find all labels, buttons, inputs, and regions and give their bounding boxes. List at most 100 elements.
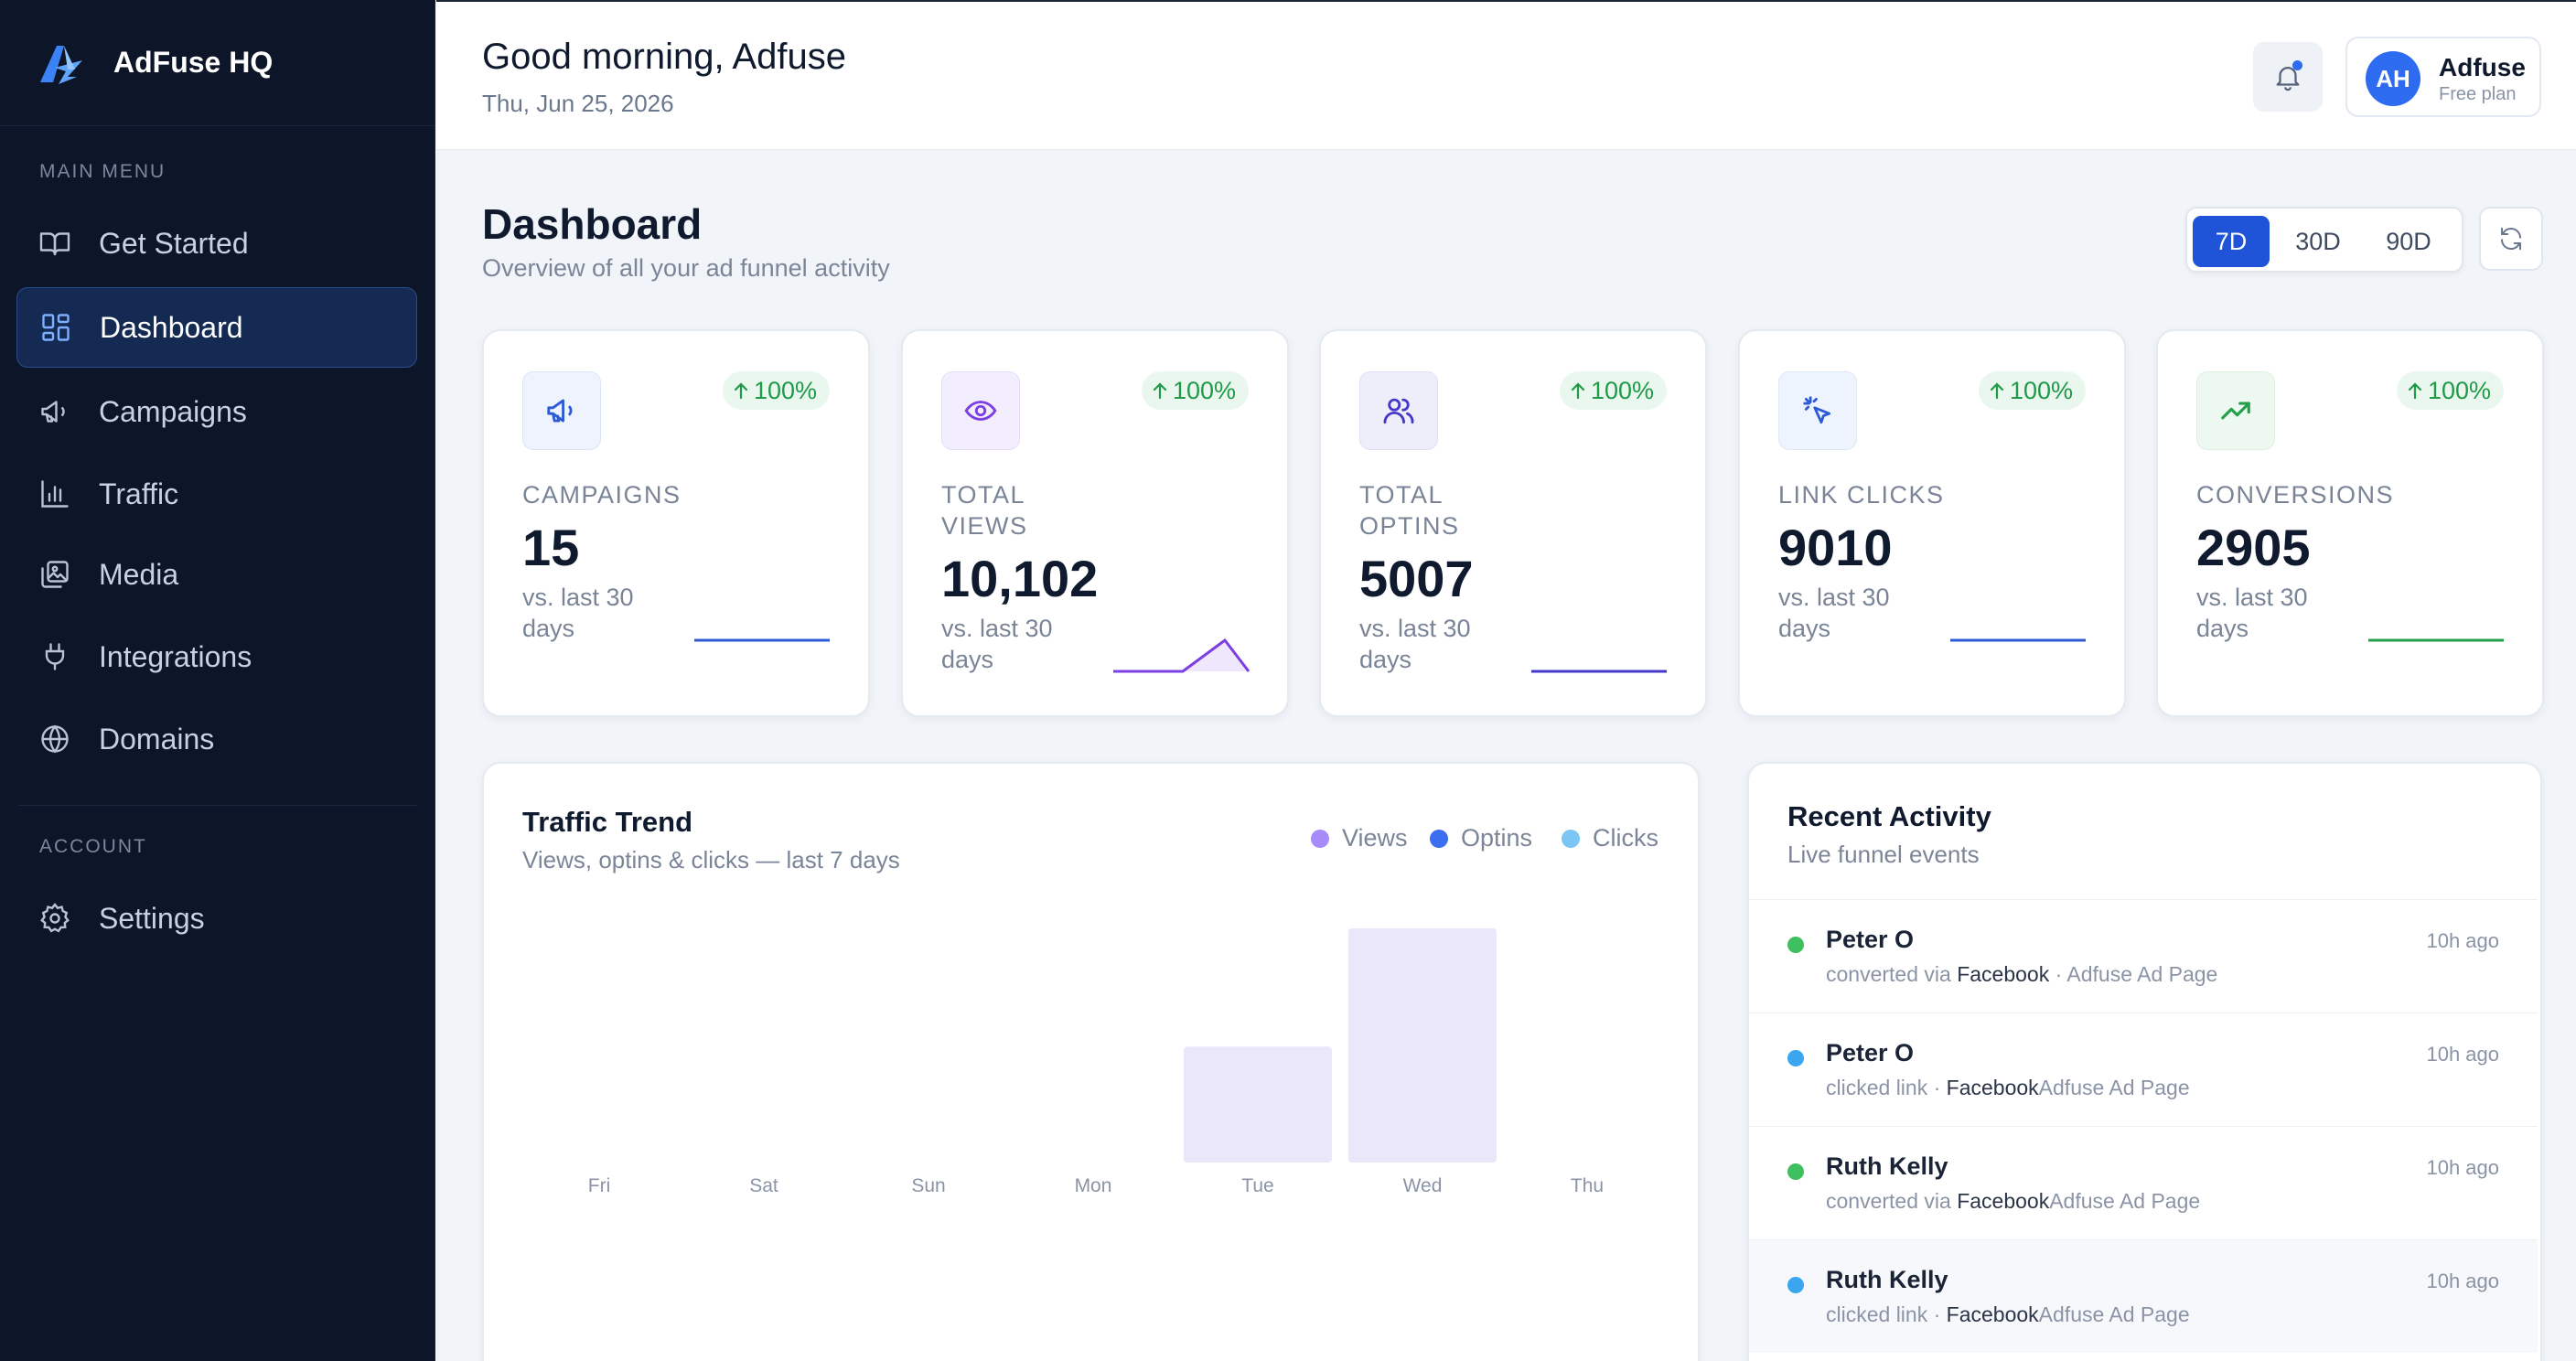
sparkline [1531, 670, 1667, 673]
panel-title: Recent Activity [1787, 800, 1991, 832]
sidebar-item-label: Integrations [99, 639, 252, 673]
avatar: AH [2366, 51, 2420, 106]
sidebar-item-label: Media [99, 557, 179, 591]
sparkline [694, 638, 830, 642]
activity-item[interactable]: Peter O converted via Facebook · Adfuse … [1749, 899, 2538, 1013]
legend-label: Optins [1461, 824, 1533, 852]
change-badge: 100% [1978, 371, 2086, 410]
x-tick-label: Wed [1403, 1175, 1443, 1196]
sidebar-item-traffic[interactable]: Traffic [16, 454, 417, 534]
activity-description: converted via Facebook · Adfuse Ad Page [1826, 962, 2218, 986]
icon-tile [941, 371, 1020, 450]
legend-item-views[interactable]: Views [1311, 824, 1408, 852]
range-7d-button[interactable]: 7D [2193, 216, 2270, 267]
activity-time: 10h ago [2426, 929, 2499, 952]
stat-comparison: vs. last 30 days [2196, 584, 2308, 642]
activity-description: converted via FacebookAdfuse Ad Page [1826, 1189, 2201, 1213]
change-value: 100% [753, 376, 817, 404]
legend-item-optins[interactable]: Optins [1430, 824, 1532, 852]
sparkline [1950, 638, 2086, 642]
current-date: Thu, Jun 25, 2026 [482, 90, 674, 117]
x-tick-label: Thu [1571, 1175, 1604, 1196]
activity-source: Facebook [1946, 1076, 2039, 1099]
arrow-up-icon [1571, 382, 1585, 400]
legend-label: Clicks [1593, 824, 1658, 852]
status-dot [1787, 1163, 1804, 1180]
panel-title: Traffic Trend [522, 806, 693, 838]
activity-item[interactable]: Peter O clicked link · FacebookAdfuse Ad… [1749, 1013, 2538, 1126]
bar-views-tue[interactable] [1184, 1046, 1332, 1163]
arrow-up-icon [1153, 382, 1167, 400]
refresh-button[interactable] [2479, 207, 2543, 271]
sidebar-item-settings[interactable]: Settings [16, 878, 417, 959]
stat-label: TOTAL VIEWS [941, 481, 1028, 540]
activity-name: Peter O [1826, 926, 1915, 953]
sidebar-item-dashboard[interactable]: Dashboard [16, 287, 417, 368]
gear-icon [40, 903, 70, 933]
panel-subtitle: Views, optins & clicks — last 7 days [522, 846, 900, 873]
sidebar-item-label: Get Started [99, 226, 249, 260]
stat-comparison: vs. last 30 days [941, 615, 1053, 673]
stat-card-campaigns[interactable]: 100% CAMPAIGNS 15 vs. last 30 days [482, 329, 870, 717]
legend-swatch [1562, 829, 1580, 848]
sidebar-item-get-started[interactable]: Get Started [16, 203, 417, 284]
account-label: ACCOUNT [39, 836, 147, 857]
activity-item[interactable]: Ruth Kelly converted via FacebookAdfuse … [1749, 1126, 2538, 1239]
cursor-click-icon [1803, 396, 1831, 424]
stat-label: LINK CLICKS [1778, 481, 1945, 509]
user-menu[interactable]: AH Adfuse Free plan [2345, 37, 2541, 117]
change-badge: 100% [1141, 371, 1249, 410]
activity-item[interactable]: Ruth Kelly clicked link · FacebookAdfuse… [1749, 1239, 2538, 1353]
stat-card-link-clicks[interactable]: 100% LINK CLICKS 9010 vs. last 30 days [1738, 329, 2126, 717]
status-dot [1787, 937, 1804, 953]
change-value: 100% [2427, 376, 2491, 404]
brand-name: AdFuse HQ [113, 46, 274, 79]
images-icon [41, 561, 69, 588]
stat-card-optins[interactable]: 100% TOTAL OPTINS 5007 vs. last 30 days [1319, 329, 1707, 717]
notification-dot [2292, 60, 2302, 70]
sidebar-item-media[interactable]: Media [16, 534, 417, 615]
stat-label: TOTAL OPTINS [1359, 481, 1460, 540]
stat-card-conversions[interactable]: 100% CONVERSIONS 2905 vs. last 30 days [2156, 329, 2544, 717]
globe-icon [41, 724, 69, 754]
sparkline [2368, 638, 2504, 642]
users-icon [1383, 398, 1414, 424]
activity-description: clicked link · FacebookAdfuse Ad Page [1826, 1302, 2190, 1326]
user-plan: Free plan [2439, 84, 2517, 104]
traffic-trend-panel: Traffic Trend Views, optins & clicks — l… [482, 762, 1700, 1361]
megaphone-icon [547, 399, 573, 423]
sidebar-item-label: Settings [99, 901, 205, 935]
stat-value: 9010 [1778, 519, 1893, 576]
bar-views-wed[interactable] [1348, 928, 1497, 1163]
grid-icon [42, 314, 70, 341]
x-tick-label: Mon [1075, 1175, 1112, 1196]
legend-item-clicks[interactable]: Clicks [1562, 824, 1658, 852]
book-icon [39, 232, 70, 256]
sidebar-item-domains[interactable]: Domains [16, 699, 417, 779]
traffic-chart: Fri Sat Sun Mon Tue Wed Thu [588, 928, 1604, 1196]
page-subtitle: Overview of all your ad funnel activity [482, 254, 890, 282]
sidebar-item-campaigns[interactable]: Campaigns [16, 371, 417, 452]
arrow-up-icon [734, 382, 748, 400]
x-tick-label: Sun [911, 1175, 945, 1196]
icon-tile [2196, 371, 2275, 450]
stat-label: CONVERSIONS [2196, 481, 2395, 509]
sidebar-item-label: Campaigns [99, 394, 247, 428]
activity-source: Facebook [1946, 1302, 2039, 1326]
stat-card-views[interactable]: 100% TOTAL VIEWS 10,102 vs. last 30 days [901, 329, 1289, 717]
legend-swatch [1311, 829, 1329, 848]
notifications-button[interactable] [2253, 42, 2323, 112]
panel-subtitle: Live funnel events [1787, 841, 1980, 868]
bell-icon [2276, 67, 2300, 91]
range-90d-button[interactable]: 90D [2386, 227, 2431, 255]
activity-source: Facebook [1957, 1189, 2050, 1213]
legend-label: Views [1342, 824, 1408, 852]
range-30d-button[interactable]: 30D [2295, 227, 2341, 255]
eye-icon [964, 401, 997, 421]
brand[interactable]: AdFuse HQ [0, 0, 435, 126]
sidebar-item-integrations[interactable]: Integrations [16, 616, 417, 697]
x-tick-label: Sat [749, 1175, 778, 1196]
x-tick-label: Tue [1241, 1175, 1273, 1196]
plug-icon [45, 643, 65, 670]
change-badge: 100% [722, 371, 830, 410]
